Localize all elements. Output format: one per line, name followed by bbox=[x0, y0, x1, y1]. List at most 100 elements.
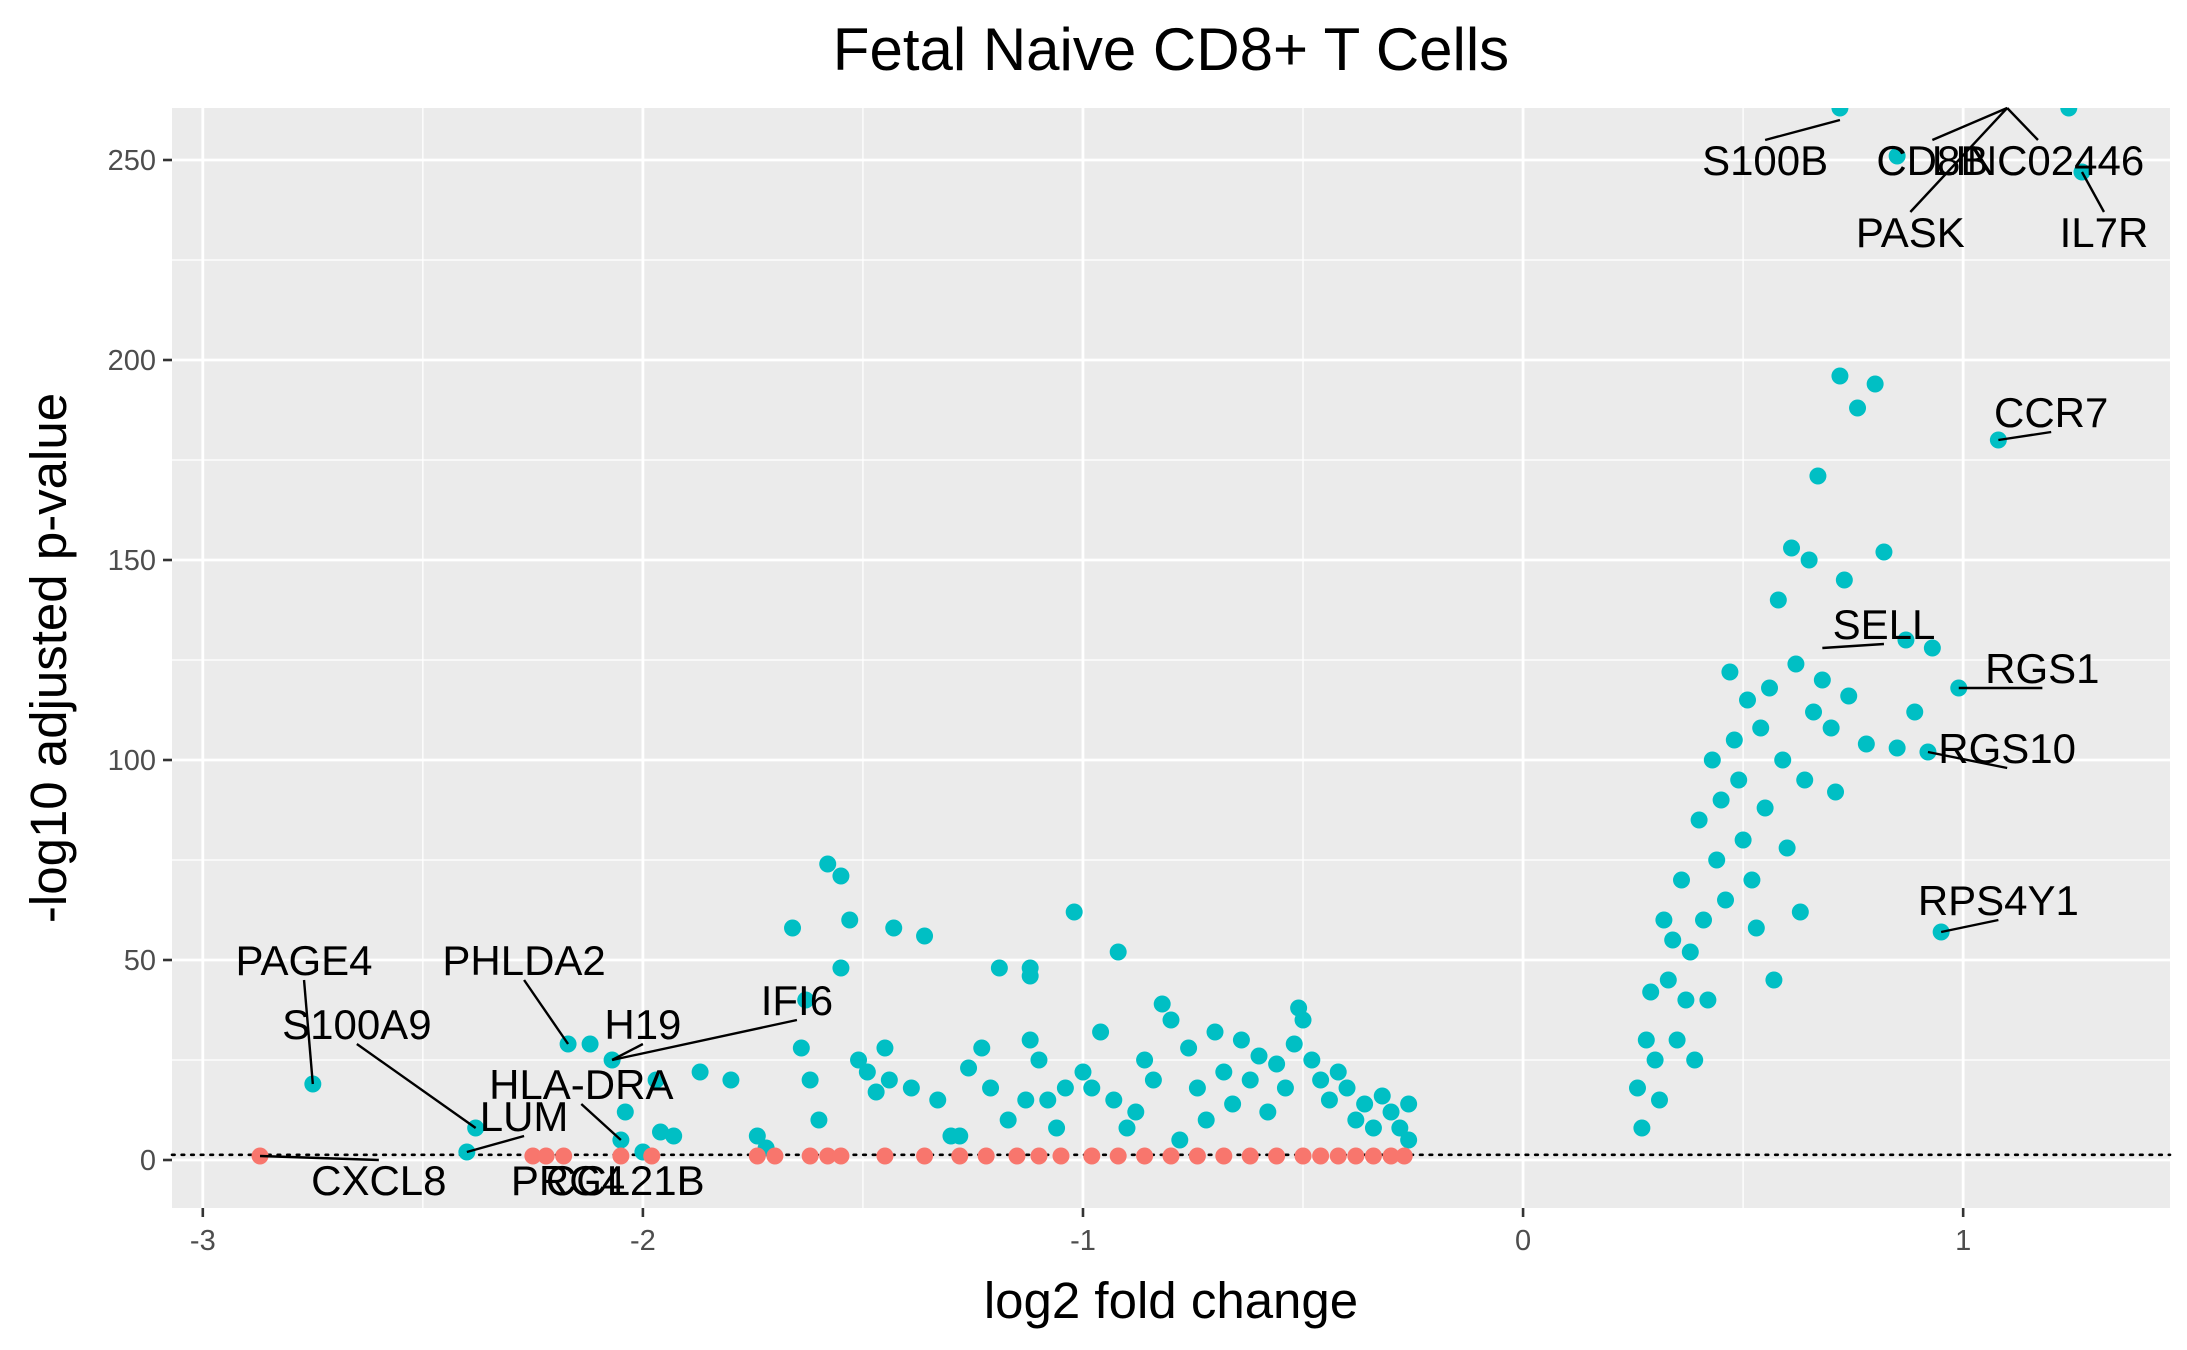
not_significant-point bbox=[748, 1147, 766, 1165]
leader-line bbox=[523, 979, 570, 1045]
significant-point bbox=[1708, 851, 1726, 869]
significant-point bbox=[1048, 1119, 1066, 1137]
significant-point bbox=[1391, 1119, 1409, 1137]
significant-point bbox=[1144, 1071, 1162, 1089]
y-axis-title: -log10 adjusted p-value bbox=[20, 393, 77, 923]
significant-point bbox=[1109, 943, 1127, 961]
significant-point bbox=[651, 1123, 669, 1141]
gene-label: CCL21B bbox=[546, 1157, 705, 1204]
significant-point bbox=[647, 1071, 665, 1089]
significant-point bbox=[1734, 831, 1752, 849]
gene-label: S100A9 bbox=[282, 1001, 431, 1048]
y-tick-label: 150 bbox=[108, 545, 156, 577]
leader-line bbox=[580, 1103, 622, 1141]
significant-point bbox=[2060, 108, 2078, 117]
significant-point bbox=[1127, 1103, 1145, 1121]
significant-point bbox=[885, 919, 903, 937]
significant-point bbox=[1712, 791, 1730, 809]
significant-point bbox=[1783, 539, 1801, 557]
significant-point bbox=[1250, 1047, 1268, 1065]
significant-point bbox=[1730, 771, 1748, 789]
significant-point bbox=[1074, 1063, 1092, 1081]
not_significant-point bbox=[916, 1147, 934, 1165]
gene-label: SELL bbox=[1833, 601, 1936, 648]
not_significant-point bbox=[1312, 1147, 1330, 1165]
significant-point bbox=[1347, 1111, 1365, 1129]
significant-point bbox=[1778, 839, 1796, 857]
significant-point bbox=[1655, 911, 1673, 929]
significant-point bbox=[1725, 731, 1743, 749]
significant-point bbox=[1206, 1023, 1224, 1041]
significant-point bbox=[1373, 1087, 1391, 1105]
gene-label: RGS1 bbox=[1985, 645, 2099, 692]
y-tick-label: 50 bbox=[124, 945, 156, 977]
significant-point bbox=[1320, 1091, 1338, 1109]
significant-point bbox=[1761, 679, 1779, 697]
x-axis-title: log2 fold change bbox=[984, 1272, 1358, 1329]
significant-point bbox=[1831, 108, 1849, 117]
not_significant-point bbox=[1364, 1147, 1382, 1165]
x-axis-ticks: -3 -2 -1 0 1 bbox=[190, 1208, 1971, 1257]
grid-lines bbox=[172, 108, 2170, 1208]
x-tick-label: -1 bbox=[1070, 1225, 1096, 1257]
significant-point bbox=[1400, 1095, 1418, 1113]
significant-point bbox=[1285, 1035, 1303, 1053]
significant-point bbox=[1232, 1031, 1250, 1049]
not_significant-point bbox=[1052, 1147, 1070, 1165]
significant-point bbox=[819, 855, 837, 873]
significant-point bbox=[1805, 703, 1823, 721]
significant-point bbox=[1703, 751, 1721, 769]
significant-point bbox=[1241, 1071, 1259, 1089]
x-tick-label: -2 bbox=[630, 1225, 656, 1257]
significant-point bbox=[1668, 1031, 1686, 1049]
gene-label: LINC02446 bbox=[1932, 137, 2144, 184]
gene-label: H19 bbox=[604, 1001, 681, 1048]
significant-point bbox=[916, 927, 934, 945]
significant-point bbox=[1857, 735, 1875, 753]
significant-point bbox=[1118, 1119, 1136, 1137]
not_significant-point bbox=[643, 1147, 661, 1165]
significant-point bbox=[1294, 1011, 1312, 1029]
significant-point bbox=[1136, 1051, 1154, 1069]
significant-point bbox=[1303, 1051, 1321, 1069]
significant-point bbox=[1769, 591, 1787, 609]
not_significant-point bbox=[766, 1147, 784, 1165]
significant-point bbox=[1756, 799, 1774, 817]
gene-label: HLA-DRA bbox=[489, 1061, 673, 1108]
significant-point bbox=[691, 1063, 709, 1081]
y-tick-label: 200 bbox=[108, 345, 156, 377]
significant-point bbox=[748, 1127, 766, 1145]
significant-point bbox=[1659, 971, 1677, 989]
not_significant-point bbox=[1008, 1147, 1026, 1165]
significant-point bbox=[1083, 1079, 1101, 1097]
gene-label: S100B bbox=[1702, 137, 1828, 184]
not_significant-point bbox=[1030, 1147, 1048, 1165]
not_significant-point bbox=[1215, 1147, 1233, 1165]
significant-point bbox=[990, 959, 1008, 977]
leader-line bbox=[1764, 118, 1841, 142]
significant-point bbox=[1276, 1079, 1294, 1097]
significant-point bbox=[1021, 1031, 1039, 1049]
leader-line bbox=[1927, 750, 2008, 770]
significant-point bbox=[1215, 1063, 1233, 1081]
gene-label: PRG4 bbox=[511, 1157, 625, 1204]
not_significant-point bbox=[1109, 1147, 1127, 1165]
not_significant-point bbox=[1294, 1147, 1312, 1165]
significant-point bbox=[1747, 919, 1765, 937]
leader-line bbox=[2080, 171, 2106, 213]
significant-point bbox=[1866, 375, 1884, 393]
significant-point bbox=[1338, 1079, 1356, 1097]
label-leader-lines bbox=[259, 106, 2106, 1162]
significant-point bbox=[1065, 903, 1083, 921]
significant-point bbox=[1822, 719, 1840, 737]
not_significant-point bbox=[537, 1147, 555, 1165]
not_significant-point bbox=[977, 1147, 995, 1165]
not_significant-point bbox=[524, 1147, 542, 1165]
not_significant-point bbox=[1162, 1147, 1180, 1165]
significant-point bbox=[1699, 991, 1717, 1009]
significant-point bbox=[960, 1059, 978, 1077]
not_significant-point bbox=[612, 1147, 630, 1165]
significant-point bbox=[722, 1071, 740, 1089]
gene-label: CD8B bbox=[1876, 137, 1988, 184]
